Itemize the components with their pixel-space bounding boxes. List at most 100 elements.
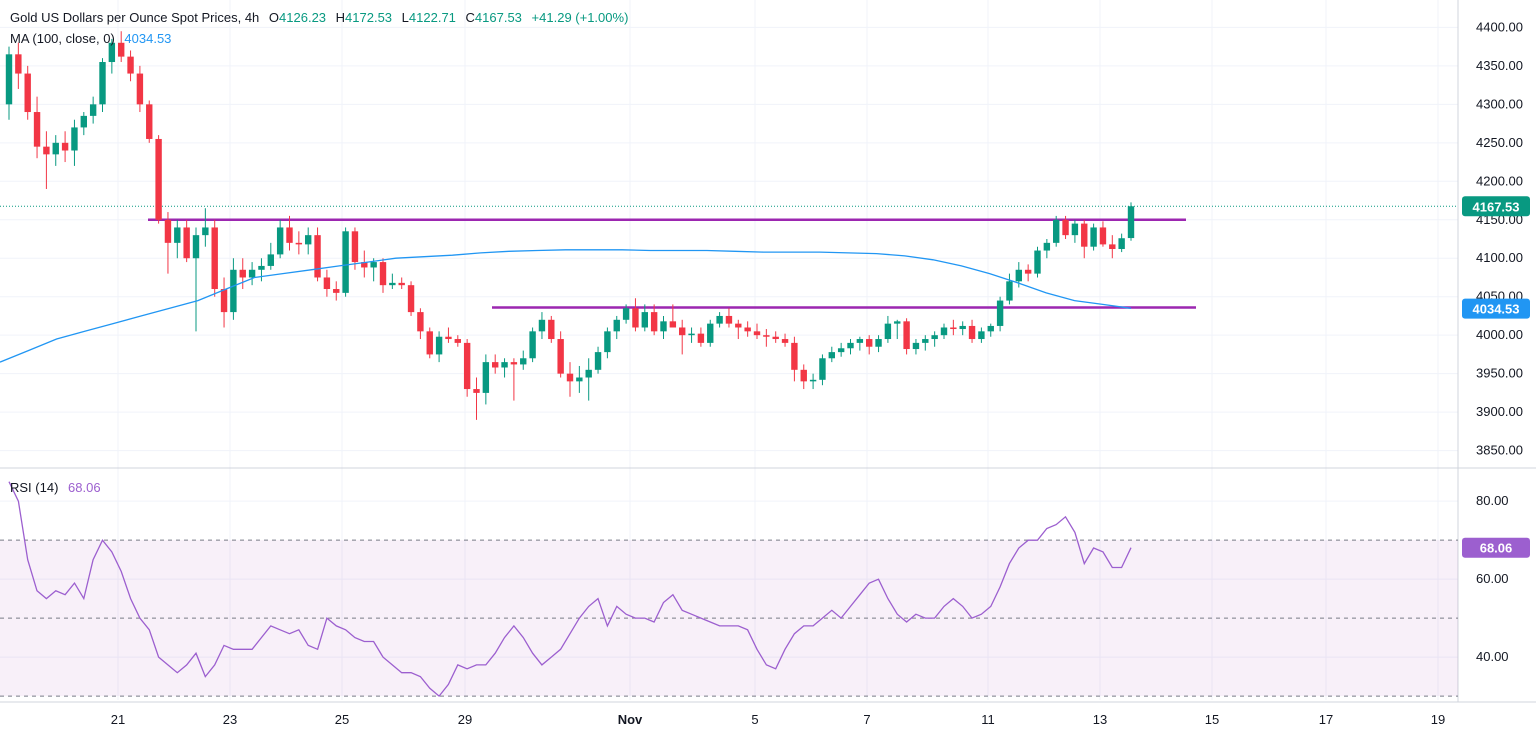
candle-body [407, 285, 415, 313]
x-tick-label: 19 [1431, 712, 1445, 727]
candle-body [576, 377, 583, 382]
candle-body [211, 227, 218, 290]
rsi-value: 68.06 [68, 480, 101, 495]
candle-body [248, 269, 256, 278]
candle-body [613, 319, 620, 332]
candle-body [389, 282, 396, 286]
x-tick-label: 5 [751, 712, 758, 727]
candle-body [753, 331, 761, 336]
candle-body [118, 42, 125, 57]
candle-body [445, 336, 452, 340]
candle-body [622, 308, 630, 320]
candle-body [557, 339, 564, 374]
candle-body [323, 277, 331, 290]
candle-body [24, 73, 31, 113]
candle-body [202, 227, 209, 236]
candle-body [912, 342, 920, 350]
candle-body [183, 227, 190, 259]
candle-body [276, 227, 284, 255]
candle-body [482, 362, 490, 393]
ma-line [0, 249, 1132, 363]
candle-body [1034, 250, 1041, 274]
candle-body [146, 104, 153, 139]
change-value: +41.29 (+1.00%) [531, 10, 629, 25]
candle-body [492, 362, 499, 368]
candle-body [1090, 227, 1097, 247]
rsi-tick-label: 60.00 [1476, 571, 1509, 586]
price-legend: Gold US Dollars per Ounce Spot Prices, 4… [10, 10, 634, 25]
candle-body [192, 235, 200, 259]
x-tick-label: 29 [458, 712, 472, 727]
candle-body [800, 369, 807, 382]
candle-body [650, 312, 658, 332]
low-label: L [401, 10, 409, 25]
ma-value-badge: 4034.53 [1473, 302, 1520, 317]
candle-body [435, 336, 443, 355]
low-value: 4122.71 [408, 10, 456, 25]
candle-body [1006, 281, 1013, 301]
candle-body [950, 327, 957, 330]
candle-body [426, 331, 433, 355]
candle-body [1071, 223, 1079, 236]
candle-body [239, 269, 246, 278]
last-price-badge: 4167.53 [1473, 199, 1520, 214]
x-tick-label: 25 [335, 712, 349, 727]
close-label: C [465, 10, 475, 25]
candle-body [594, 352, 602, 370]
candle-body [548, 319, 555, 340]
candle-body [80, 115, 87, 128]
candle-body [959, 325, 966, 330]
candle-body [791, 342, 798, 370]
candle-body [772, 336, 779, 340]
candle-body [697, 333, 705, 343]
candle-body [996, 300, 1004, 326]
candle-body [370, 262, 377, 268]
x-tick-label: 17 [1319, 712, 1333, 727]
candle-body [875, 339, 882, 347]
candle-body [351, 231, 359, 263]
last-price-badge-bg [1462, 196, 1530, 217]
candle-body [33, 112, 41, 147]
candle-body [398, 282, 405, 286]
candle-body [903, 321, 910, 350]
symbol-label: Gold US Dollars per Ounce Spot Prices, 4… [10, 10, 260, 25]
candle-body [940, 327, 948, 336]
candle-body [1024, 269, 1032, 274]
candle-body [735, 323, 742, 328]
candle-body [99, 62, 106, 105]
close-value: 4167.53 [474, 10, 522, 25]
candle-body [258, 265, 265, 270]
x-tick-label: 11 [981, 712, 995, 727]
candle-body [931, 335, 938, 340]
candle-body [856, 339, 864, 343]
candle-body [1099, 227, 1107, 245]
candle-body [1015, 269, 1022, 282]
candle-body [884, 323, 892, 340]
candle-body [688, 333, 695, 336]
candle-body [763, 335, 770, 337]
candle-body [1062, 219, 1069, 236]
candle-body [585, 369, 592, 378]
candle-body [108, 42, 116, 63]
candle-body [809, 379, 817, 382]
candle-body [707, 323, 714, 343]
candle-body [473, 389, 480, 393]
price-tick-label: 4250.00 [1476, 135, 1523, 150]
candle-body [89, 104, 97, 116]
x-tick-label: 7 [863, 712, 870, 727]
candle-body [819, 358, 826, 380]
price-tick-label: 4300.00 [1476, 96, 1523, 111]
candle-body [417, 312, 424, 332]
candle-body [43, 146, 50, 155]
candle-body [333, 289, 340, 293]
candle-body [510, 362, 518, 365]
rsi-value-badge: 68.06 [1480, 541, 1513, 556]
candle-body [669, 321, 677, 328]
x-tick-label: Nov [618, 712, 643, 727]
candle-body [716, 315, 723, 324]
candle-body [744, 327, 751, 332]
candle-body [529, 331, 536, 359]
high-value: 4172.53 [345, 10, 393, 25]
candle-body [164, 219, 172, 243]
